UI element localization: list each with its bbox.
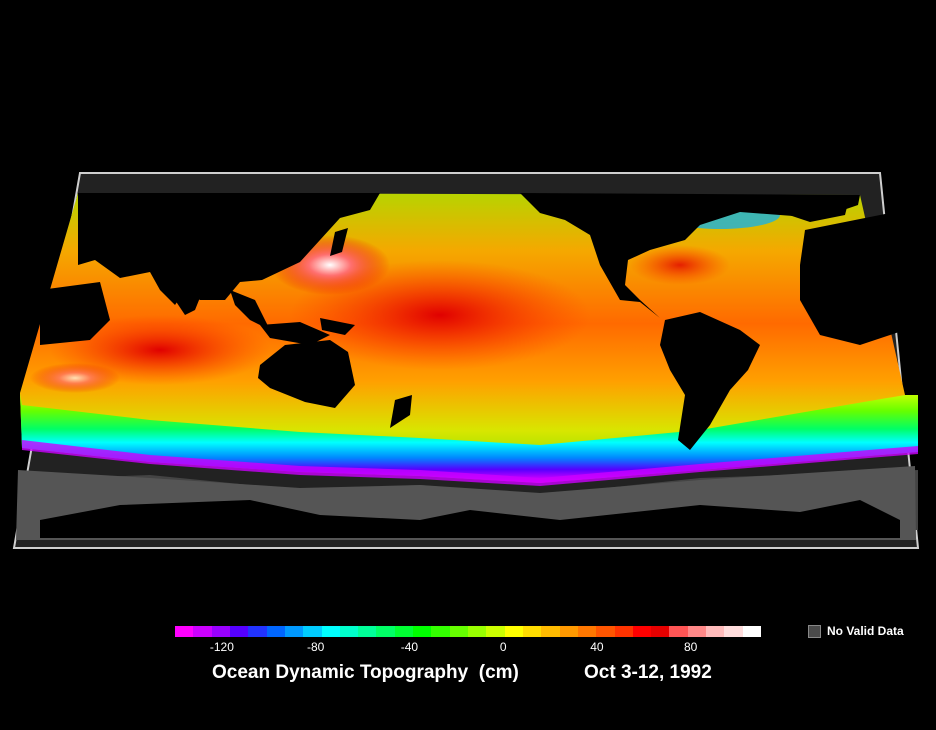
color-swatch (413, 626, 432, 637)
color-swatch (706, 626, 725, 637)
color-swatch (358, 626, 377, 637)
no-data-label: No Valid Data (827, 624, 904, 638)
new-guinea (320, 318, 355, 335)
color-swatch (211, 626, 230, 637)
color-swatch (376, 626, 395, 637)
map-title: Ocean Dynamic Topography (cm) (212, 662, 519, 683)
antarctica-land (40, 500, 900, 538)
scale-tick-label: -40 (400, 640, 419, 654)
color-swatch (577, 626, 597, 637)
color-swatch (522, 626, 542, 637)
no-data-swatch (808, 624, 821, 638)
new-zealand (390, 395, 412, 428)
color-scale-ticks: -120 -80 -40 0 40 80 (175, 640, 761, 656)
color-swatch (724, 626, 743, 637)
color-swatch (541, 626, 560, 637)
south-indian-high (30, 363, 120, 393)
color-swatch (559, 626, 578, 637)
color-swatch (632, 626, 652, 637)
scale-tick-label: 40 (590, 640, 604, 654)
north-america (520, 193, 860, 318)
map-date: Oct 3-12, 1992 (584, 662, 712, 683)
eurasia (78, 193, 380, 305)
color-swatch (248, 626, 267, 637)
europe-west-africa (800, 210, 905, 345)
scale-tick-label: 80 (683, 640, 698, 654)
india (165, 285, 205, 315)
color-swatch (303, 626, 322, 637)
color-swatch (175, 626, 194, 637)
color-swatch (742, 626, 761, 637)
color-scale-bar (175, 626, 761, 637)
japan (330, 228, 348, 256)
africa (40, 282, 110, 345)
scale-tick-label: -80 (306, 640, 325, 654)
color-swatch (284, 626, 304, 637)
color-swatch (468, 626, 487, 637)
color-swatch (431, 626, 450, 637)
australia (258, 340, 355, 408)
indonesia (260, 322, 330, 345)
no-valid-data-legend: No Valid Data (808, 624, 904, 638)
central-pacific-high (290, 260, 590, 370)
color-swatch (651, 626, 670, 637)
south-america (660, 312, 760, 450)
color-swatch (266, 626, 285, 637)
color-swatch (449, 626, 468, 637)
greenland (760, 195, 850, 222)
color-swatch (486, 626, 505, 637)
color-swatch (321, 626, 340, 637)
north-atlantic-high (630, 245, 730, 285)
color-swatch (669, 626, 688, 637)
color-swatch (596, 626, 615, 637)
color-swatch (339, 626, 359, 637)
color-swatch (504, 626, 523, 637)
scale-tick-label: -120 (209, 640, 234, 654)
color-swatch (614, 626, 633, 637)
color-swatch (394, 626, 414, 637)
scale-tick-label: 0 (499, 640, 507, 654)
antarctic-magenta-edge (22, 440, 918, 486)
color-swatch (193, 626, 212, 637)
color-swatch (687, 626, 707, 637)
color-swatch (229, 626, 249, 637)
southern-ocean-wall (20, 393, 918, 483)
southeast-asia (230, 290, 270, 330)
